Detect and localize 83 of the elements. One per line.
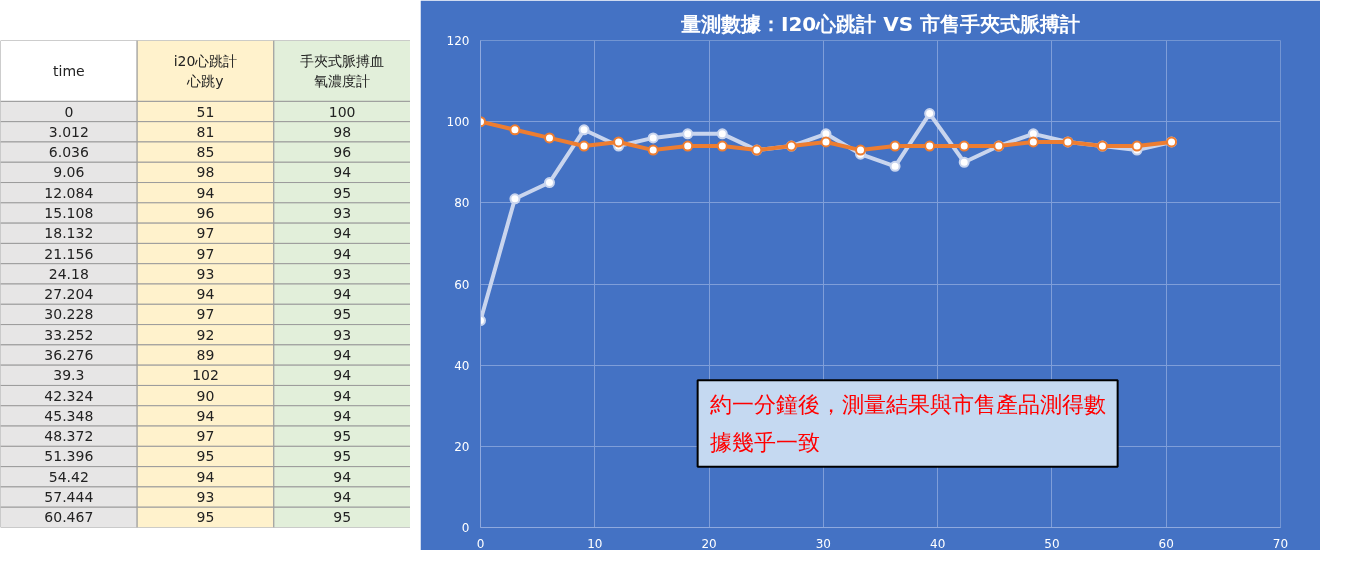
x-tick-label: 20 xyxy=(701,536,717,551)
y-tick-label: 3.012 xyxy=(48,123,89,140)
y-tick-label: 51.396 xyxy=(44,448,94,465)
y-tick-label: 18.132 xyxy=(44,225,94,242)
y-tick-label: 24.18 xyxy=(48,265,89,282)
y-tick-label: 39.3 xyxy=(53,367,85,384)
data-label: 95 xyxy=(196,448,215,465)
y-tick-label: 42.324 xyxy=(44,387,94,404)
data-label: 90 xyxy=(196,387,215,404)
data-label: 89 xyxy=(196,347,215,364)
x-tick-label: i20心跳計心跳y xyxy=(173,53,238,89)
data-label: 98 xyxy=(333,123,352,140)
data-label: 94 xyxy=(333,286,352,303)
y-tick-label: 6.036 xyxy=(48,144,89,161)
y-tick-label: 9.06 xyxy=(53,164,85,181)
data-label: 95 xyxy=(333,448,352,465)
y-tick-label: 20 xyxy=(454,439,470,454)
data-label: 94 xyxy=(333,387,352,404)
data-label: 93 xyxy=(333,265,352,282)
x-tick-label: 手夾式脈搏血氧濃度計 xyxy=(300,53,385,89)
data-label: 102 xyxy=(192,367,219,384)
data-label: 92 xyxy=(196,326,215,343)
x-tick-label: 40 xyxy=(930,536,946,551)
data-label: 94 xyxy=(333,468,352,485)
data-label: 95 xyxy=(196,509,215,526)
y-tick-label: 54.42 xyxy=(48,468,89,485)
x-tick-label: 50 xyxy=(1044,536,1060,551)
data-label: 94 xyxy=(333,245,352,262)
data-label: 95 xyxy=(333,306,352,323)
data-label: 97 xyxy=(196,225,215,242)
data-label: 94 xyxy=(333,367,352,384)
y-tick-label: 0 xyxy=(64,103,74,120)
data-label: 94 xyxy=(196,468,215,485)
data-label: 93 xyxy=(196,265,215,282)
y-tick-label: 33.252 xyxy=(44,326,94,343)
data-label: 94 xyxy=(196,286,215,303)
data-label: 94 xyxy=(333,407,352,424)
data-label: 81 xyxy=(196,123,215,140)
y-tick-label: 21.156 xyxy=(44,245,94,262)
data-label: 94 xyxy=(333,489,352,506)
y-tick-label: 40 xyxy=(454,358,470,373)
data-label: 94 xyxy=(196,407,215,424)
data-label: 94 xyxy=(196,184,215,201)
y-tick-label: 15.108 xyxy=(44,204,94,221)
x-tick-label: 60 xyxy=(1158,536,1174,551)
data-label: 93 xyxy=(196,489,215,506)
y-tick-label: 60.467 xyxy=(44,509,94,526)
y-tick-label: 30.228 xyxy=(44,306,94,323)
y-tick-label: 27.204 xyxy=(44,286,94,303)
data-label: 96 xyxy=(196,204,215,221)
y-tick-label: 12.084 xyxy=(44,184,94,201)
data-label: 93 xyxy=(333,326,352,343)
annotation: 約一分鐘後，測量結果與市售產品測得數據幾乎一致 xyxy=(709,392,1106,455)
y-tick-label: 80 xyxy=(454,196,470,211)
data-label: 97 xyxy=(196,428,215,445)
y-tick-label: 100 xyxy=(446,115,470,130)
x-tick-label: 0 xyxy=(476,536,485,551)
data-label: 94 xyxy=(333,225,352,242)
y-tick-label: 0 xyxy=(461,521,470,535)
y-axis-title: time xyxy=(53,62,85,79)
y-tick-label: 60 xyxy=(454,277,470,292)
data-label: 93 xyxy=(333,204,352,221)
data-label: 97 xyxy=(196,245,215,262)
y-tick-label: 120 xyxy=(446,34,470,48)
x-tick-label: 10 xyxy=(587,536,603,551)
x-tick-label: 70 xyxy=(1272,536,1289,551)
data-label: 95 xyxy=(333,509,352,526)
chart-title: 量測數據：I20心跳計 VS 市售手夾式脈搏計 xyxy=(679,11,1081,36)
data-label: 95 xyxy=(333,184,352,201)
data-label: 97 xyxy=(196,306,215,323)
data-label: 98 xyxy=(196,164,215,181)
y-tick-label: 36.276 xyxy=(44,347,94,364)
data-label: 85 xyxy=(196,144,215,161)
y-tick-label: 48.372 xyxy=(44,428,94,445)
data-label: 95 xyxy=(333,428,352,445)
data-label: 94 xyxy=(333,347,352,364)
x-tick-label: 30 xyxy=(815,536,831,551)
data-label: 94 xyxy=(333,164,352,181)
y-tick-label: 57.444 xyxy=(44,489,94,506)
data-label: 96 xyxy=(333,144,352,161)
y-tick-label: 45.348 xyxy=(44,407,94,424)
data-label: 100 xyxy=(328,103,356,120)
data-label: 51 xyxy=(196,103,215,120)
